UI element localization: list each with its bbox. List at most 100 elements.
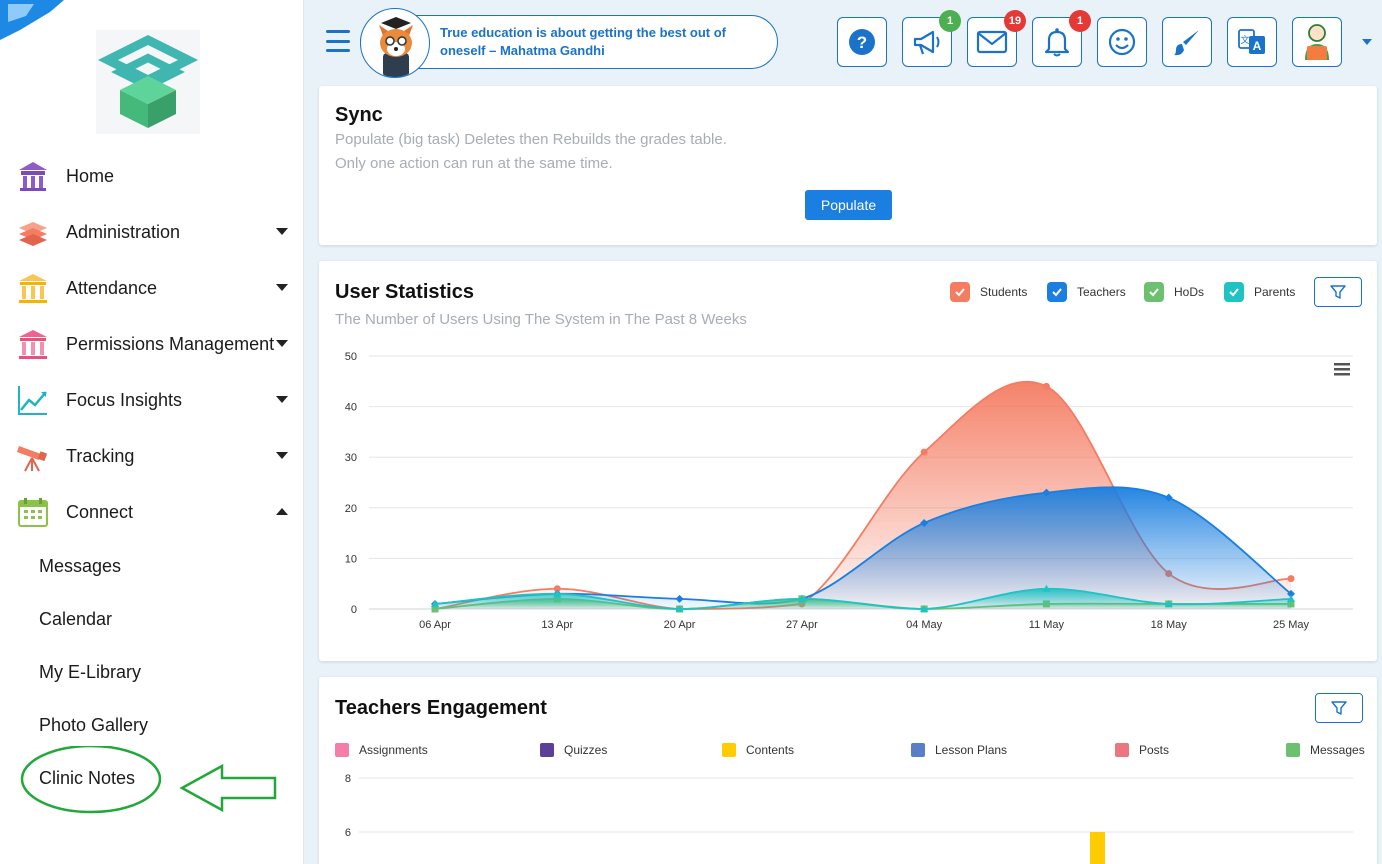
sidebar-item-attendance[interactable]: Attendance (0, 260, 304, 316)
announcements-button[interactable]: 1 (902, 10, 961, 67)
notifications-button[interactable]: 1 (1032, 10, 1091, 67)
chart-menu-icon[interactable] (1334, 363, 1350, 376)
legend-students[interactable]: Students (950, 282, 1027, 302)
engagement-filter-button[interactable] (1315, 693, 1363, 723)
building-icon (16, 327, 50, 361)
chevron-down-icon[interactable] (276, 452, 288, 459)
legend-messages[interactable]: Messages (1286, 743, 1365, 757)
sidebar-subitem-clinic-notes[interactable]: Clinic Notes (39, 768, 136, 788)
point-parents (553, 589, 562, 597)
paintbrush-icon (1174, 30, 1199, 56)
x-tick-label: 04 May (906, 619, 943, 631)
stats-filter-button[interactable] (1314, 277, 1362, 307)
theme-button[interactable] (1162, 17, 1212, 67)
y-tick-label: 6 (345, 827, 351, 839)
hamburger-menu-button[interactable] (326, 30, 350, 52)
teachers-engagement-card: Teachers Engagement Assignments Quizzes … (319, 677, 1377, 864)
sidebar-item-label: Connect (66, 501, 134, 522)
legend-swatch (722, 743, 736, 757)
point-teachers (1164, 493, 1173, 502)
legend-parents[interactable]: Parents (1224, 282, 1295, 302)
user-profile-button[interactable] (1292, 17, 1342, 67)
chevron-down-icon[interactable] (276, 284, 288, 291)
legend-assignments[interactable]: Assignments (335, 743, 428, 757)
filter-icon (1330, 285, 1346, 299)
sidebar-item-label: Administration (66, 221, 181, 242)
sidebar-subitem-my-e-library[interactable]: My E-Library (39, 662, 142, 682)
user-menu-caret-icon[interactable] (1362, 39, 1372, 45)
sync-title: Sync (335, 104, 383, 126)
books-icon (16, 215, 50, 249)
y-tick-label: 40 (345, 402, 357, 414)
sync-description-2: Only one action can run at the same time… (335, 155, 613, 172)
legend-swatch (911, 743, 925, 757)
chevron-down-icon[interactable] (276, 340, 288, 347)
y-tick-label: 20 (345, 503, 357, 515)
sidebar-item-connect[interactable]: Connect (0, 484, 304, 540)
legend-contents[interactable]: Contents (722, 743, 794, 757)
y-tick-label: 8 (345, 773, 351, 785)
corner-flag-icon (0, 0, 64, 40)
pillars-icon (16, 271, 50, 305)
legend-label: Posts (1139, 743, 1170, 757)
point-students (1042, 382, 1050, 390)
legend-lesson-plans[interactable]: Lesson Plans (911, 743, 1007, 757)
y-tick-label: 50 (345, 351, 357, 363)
point-parents (675, 605, 684, 612)
sidebar-subitem-calendar[interactable]: Calendar (39, 609, 113, 629)
sidebar-item-label: Home (66, 165, 115, 186)
point-teachers (920, 518, 929, 527)
sidebar-item-label: Permissions Management (66, 333, 275, 354)
legend-quizzes[interactable]: Quizzes (540, 743, 607, 757)
legend-label: Assignments (359, 743, 428, 757)
announcements-badge: 1 (939, 10, 961, 32)
legend-posts[interactable]: Posts (1115, 743, 1169, 757)
x-tick-label: 06 Apr (419, 619, 451, 631)
chevron-down-icon[interactable] (276, 396, 288, 403)
point-parents (920, 605, 929, 612)
y-tick-label: 10 (345, 553, 357, 565)
home-icon (16, 159, 50, 193)
checkbox-checked-icon (1224, 282, 1244, 302)
sidebar-subitem-messages[interactable]: Messages (39, 556, 122, 576)
legend-hods[interactable]: HoDs (1144, 282, 1204, 302)
sidebar-item-tracking[interactable]: Tracking (0, 428, 304, 484)
sidebar-item-administration[interactable]: Administration (0, 204, 304, 260)
user-statistics-card: User Statistics The Number of Users Usin… (319, 261, 1377, 661)
checkbox-checked-icon (950, 282, 970, 302)
legend-label: Contents (746, 743, 795, 757)
sidebar-item-permissions-management[interactable]: Permissions Management (0, 316, 304, 372)
sidebar: Home Administration Attendance Permissio… (0, 0, 304, 864)
x-tick-label: 25 May (1273, 619, 1310, 631)
annotation-highlight (20, 746, 277, 814)
chevron-up-icon[interactable] (276, 508, 288, 515)
bar-contents (1090, 832, 1105, 864)
point-parents (1287, 594, 1295, 602)
point-teachers (1287, 589, 1295, 598)
messages-button[interactable]: 19 (967, 10, 1026, 67)
sidebar-item-home[interactable]: Home (0, 148, 304, 204)
x-tick-label: 11 May (1029, 619, 1065, 631)
sync-card: Sync Populate (big task) Deletes then Re… (319, 86, 1377, 245)
user-avatar-icon (1305, 24, 1329, 60)
legend-label: Lesson Plans (935, 743, 1008, 757)
help-button[interactable]: ? (837, 17, 887, 67)
smiley-icon (1108, 28, 1136, 56)
stats-title: User Statistics (335, 281, 474, 303)
populate-button[interactable]: Populate (805, 190, 892, 220)
legend-teachers[interactable]: Teachers (1047, 282, 1126, 302)
sidebar-subitem-photo-gallery[interactable]: Photo Gallery (39, 715, 149, 735)
series-area-parents (435, 588, 1291, 609)
sidebar-item-label: Focus Insights (66, 389, 183, 410)
chevron-down-icon[interactable] (276, 228, 288, 235)
x-tick-label: 13 Apr (541, 619, 573, 631)
point-parents (1042, 584, 1051, 592)
feedback-button[interactable] (1097, 17, 1147, 67)
point-teachers (1042, 488, 1051, 497)
quote-text: True education is about getting the best… (440, 25, 726, 58)
point-students (553, 585, 561, 593)
megaphone-icon (913, 30, 940, 55)
point-parents (1164, 599, 1173, 607)
sidebar-item-focus-insights[interactable]: Focus Insights (0, 372, 304, 428)
